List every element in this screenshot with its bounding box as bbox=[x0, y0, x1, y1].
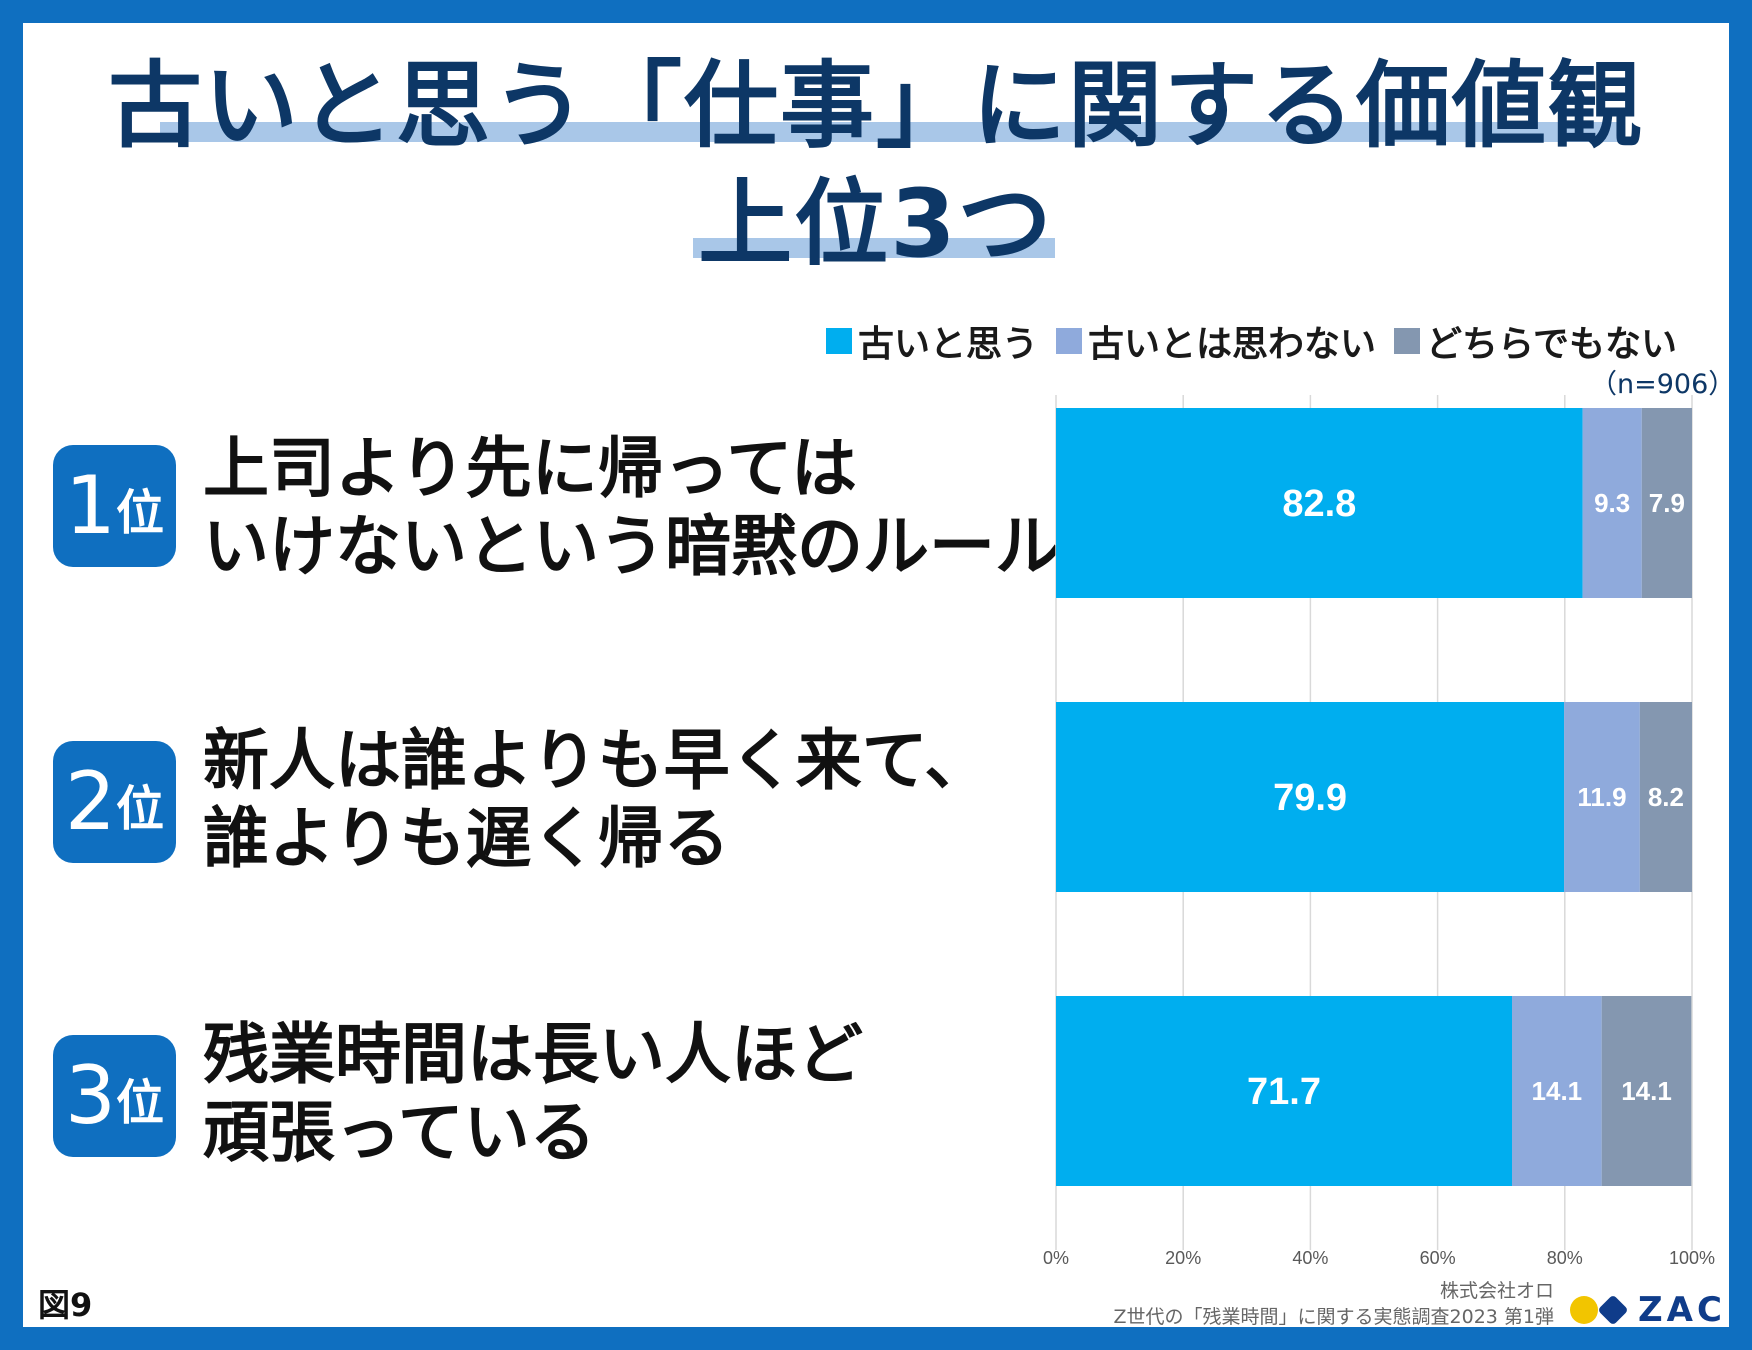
data-label: 14.1 bbox=[1621, 1076, 1672, 1106]
legend-label: どちらでもない bbox=[1426, 324, 1677, 365]
bar-segment bbox=[1641, 408, 1692, 598]
figure-label: 図9 bbox=[38, 1286, 93, 1324]
bar-segment bbox=[1056, 408, 1583, 598]
data-label: 71.7 bbox=[1247, 1071, 1321, 1113]
bar-segment bbox=[1056, 702, 1565, 892]
data-label: 8.2 bbox=[1648, 782, 1684, 812]
logo-yellow-dot-icon bbox=[1570, 1296, 1598, 1324]
rank-2-label: 新人は誰よりも早く来て、 誰よりも遅く帰る bbox=[203, 722, 991, 877]
chart-title: 古いと思う「仕事」に関する価値観 bbox=[107, 52, 1644, 161]
bar-segment bbox=[1601, 996, 1692, 1186]
rank-suffix: 位 bbox=[115, 781, 164, 837]
x-tick-label: 20% bbox=[1165, 1248, 1201, 1268]
legend-item: どちらでもない bbox=[1394, 315, 1677, 367]
data-label: 79.9 bbox=[1273, 777, 1347, 819]
legend-label: 古いとは思わない bbox=[1088, 324, 1377, 365]
legend-item: 古いと思う bbox=[826, 315, 1038, 367]
legend-swatch bbox=[826, 328, 852, 354]
zac-logo: ZAC bbox=[1570, 1290, 1726, 1330]
legend-label: 古いと思う bbox=[858, 324, 1039, 365]
data-label: 11.9 bbox=[1577, 782, 1626, 812]
bar-segment bbox=[1056, 996, 1513, 1186]
chart-legend: 古いと思う 古いとは思わない どちらでもない bbox=[826, 315, 1695, 367]
bar-segment bbox=[1512, 996, 1602, 1186]
bar-segment bbox=[1639, 702, 1692, 892]
rank-3-label: 残業時間は長い人ほど 頑張っている bbox=[203, 1016, 863, 1171]
rank-1-label: 上司より先に帰っては いけないという暗黙のルール bbox=[203, 430, 1061, 585]
bar-segment bbox=[1582, 408, 1642, 598]
rank-number: 3 bbox=[65, 1049, 116, 1142]
legend-item: 古いとは思わない bbox=[1056, 315, 1376, 367]
x-tick-label: 100% bbox=[1669, 1248, 1715, 1268]
legend-swatch bbox=[1056, 328, 1083, 354]
logo-blue-diamond-icon bbox=[1597, 1294, 1629, 1326]
x-tick-label: 60% bbox=[1420, 1248, 1456, 1268]
sample-size-note: （n=906） bbox=[1590, 369, 1736, 400]
chart-subtitle: 上位3つ bbox=[698, 170, 1054, 279]
data-label: 9.3 bbox=[1594, 488, 1630, 518]
rank-number: 1 bbox=[65, 459, 116, 552]
data-label: 14.1 bbox=[1532, 1076, 1583, 1106]
title-highlight bbox=[160, 122, 1618, 142]
logo-text: ZAC bbox=[1638, 1290, 1726, 1330]
rank-number: 2 bbox=[65, 755, 116, 848]
x-tick-label: 40% bbox=[1292, 1248, 1328, 1268]
data-label: 82.8 bbox=[1282, 483, 1356, 525]
rank-suffix: 位 bbox=[115, 485, 164, 541]
data-label: 7.9 bbox=[1649, 488, 1685, 518]
bar-segment bbox=[1564, 702, 1640, 892]
x-tick-label: 80% bbox=[1547, 1248, 1583, 1268]
rank-suffix: 位 bbox=[115, 1075, 164, 1131]
source-company: 株式会社オロ bbox=[1439, 1280, 1554, 1302]
source-survey: Z世代の「残業時間」に関する実態調査2023 第1弾 bbox=[1113, 1306, 1555, 1328]
subtitle-highlight bbox=[693, 238, 1055, 258]
source-credit: 株式会社オロ Z世代の「残業時間」に関する実態調査2023 第1弾 bbox=[1114, 1278, 1555, 1330]
legend-swatch bbox=[1394, 328, 1421, 354]
x-tick-label: 0% bbox=[1043, 1248, 1069, 1268]
